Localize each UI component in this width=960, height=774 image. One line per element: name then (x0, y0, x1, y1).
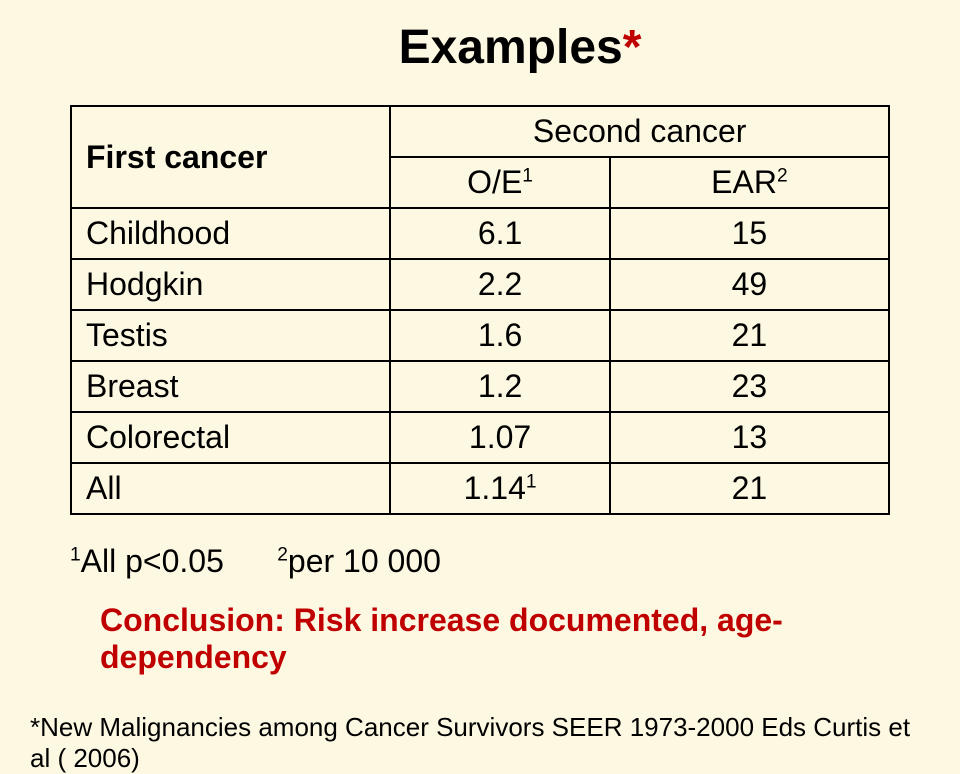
subheader-oe: O/E1 (390, 157, 609, 208)
subheader-ear: EAR2 (610, 157, 889, 208)
cell-first: Hodgkin (71, 259, 390, 310)
table-row: Childhood 6.1 15 (71, 208, 889, 259)
cell-ear: 15 (610, 208, 889, 259)
ear-label: EAR (711, 164, 777, 200)
data-table: First cancer Second cancer O/E1 EAR2 Chi… (70, 105, 890, 515)
cell-first: Colorectal (71, 412, 390, 463)
cell-first: Testis (71, 310, 390, 361)
cell-ear: 23 (610, 361, 889, 412)
title-star: * (623, 21, 642, 74)
citation-text: *New Malignancies among Cancer Survivors… (30, 712, 920, 774)
footnote-sup-2: 2 (277, 544, 288, 565)
header-second-cancer: Second cancer (390, 106, 889, 157)
cell-first: Breast (71, 361, 390, 412)
footnote-text-1: All p<0.05 (81, 543, 224, 579)
oe-sup: 1 (522, 165, 533, 186)
cell-ear: 49 (610, 259, 889, 310)
title-text: Examples (399, 21, 623, 74)
header-first-cancer: First cancer (71, 106, 390, 208)
oe-label: O/E (467, 164, 522, 200)
cell-oe-sup: 1 (526, 471, 537, 492)
footnote-sup-1: 1 (70, 544, 81, 565)
cell-oe: 1.2 (390, 361, 609, 412)
cell-ear: 21 (610, 310, 889, 361)
cell-oe: 1.07 (390, 412, 609, 463)
table-row: Testis 1.6 21 (71, 310, 889, 361)
table-header-row: First cancer Second cancer (71, 106, 889, 157)
cell-oe: 1.141 (390, 463, 609, 514)
table-row: Colorectal 1.07 13 (71, 412, 889, 463)
footnote-line: 1All p<0.05 2per 10 000 (70, 543, 920, 580)
ear-sup: 2 (777, 165, 788, 186)
cell-first: All (71, 463, 390, 514)
cell-oe-base: 1.14 (464, 470, 526, 506)
cell-oe: 2.2 (390, 259, 609, 310)
table-row: Breast 1.2 23 (71, 361, 889, 412)
slide: Examples* First cancer Second cancer O/E… (0, 0, 960, 704)
cell-ear: 21 (610, 463, 889, 514)
slide-title: Examples* (60, 20, 920, 75)
cell-first: Childhood (71, 208, 390, 259)
cell-oe: 6.1 (390, 208, 609, 259)
cell-oe: 1.6 (390, 310, 609, 361)
cell-ear: 13 (610, 412, 889, 463)
conclusion-text: Conclusion: Risk increase documented, ag… (100, 602, 920, 676)
footnote-text-2: per 10 000 (288, 543, 441, 579)
table-row: Hodgkin 2.2 49 (71, 259, 889, 310)
table-row: All 1.141 21 (71, 463, 889, 514)
